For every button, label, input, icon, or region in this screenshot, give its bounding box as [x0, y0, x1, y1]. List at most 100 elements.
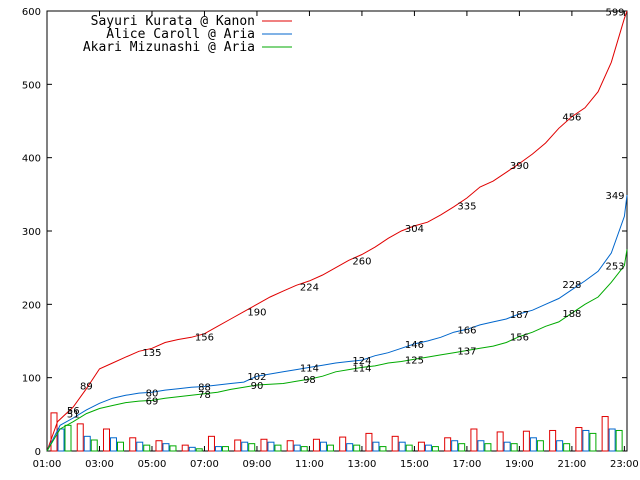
y-tick-label: 500 — [22, 80, 41, 91]
data-label: 89 — [80, 382, 93, 393]
x-tick-label: 15:00 — [400, 459, 429, 470]
hourly-bar — [470, 428, 478, 452]
hourly-bar — [510, 443, 518, 452]
hourly-bar — [286, 440, 294, 452]
hourly-bar — [143, 444, 151, 452]
hourly-bar — [477, 440, 485, 452]
series-line — [46, 10, 628, 452]
x-tick-label: 17:00 — [452, 459, 481, 470]
data-labels: 89 135 156 190 224 260 304 335 390 456 599 56 80 88 10… — [67, 8, 625, 421]
hourly-bar — [563, 443, 571, 452]
data-label: 80 — [146, 388, 159, 399]
series-line — [46, 195, 628, 452]
series-line — [46, 249, 628, 452]
data-label: 253 — [605, 261, 624, 272]
hourly-bar — [503, 441, 511, 452]
hourly-bar — [536, 440, 544, 452]
hourly-bar — [353, 444, 361, 452]
hourly-bar — [90, 439, 98, 452]
hourly-bar — [365, 432, 373, 452]
hourly-bar — [451, 440, 459, 452]
data-label: 56 — [67, 406, 80, 417]
x-tick-label: 05:00 — [138, 459, 167, 470]
hourly-bar — [496, 431, 504, 452]
data-label: 156 — [510, 333, 529, 344]
hourly-bar — [102, 428, 110, 452]
hourly-bar — [300, 446, 308, 452]
data-label: 224 — [300, 283, 319, 294]
hourly-bar — [169, 445, 177, 452]
hourly-bar — [162, 443, 170, 452]
legend-label: Sayuri Kurata @ Kanon — [91, 14, 255, 29]
data-label: 98 — [303, 375, 316, 386]
y-tick-label: 100 — [22, 374, 41, 385]
data-label: 125 — [405, 355, 424, 366]
hourly-bar — [372, 441, 380, 452]
hourly-bar — [136, 441, 144, 452]
hourly-bar — [431, 446, 439, 452]
data-label: 102 — [247, 372, 266, 383]
hourly-bar — [116, 441, 124, 452]
data-label: 166 — [457, 325, 476, 336]
data-label: 135 — [142, 348, 161, 359]
y-tick-label: 300 — [22, 227, 41, 238]
data-label: 304 — [405, 224, 424, 235]
hourly-bar — [109, 437, 117, 452]
data-label: 146 — [405, 340, 424, 351]
hourly-bar — [260, 438, 268, 452]
x-tick-label: 01:00 — [33, 459, 62, 470]
data-label: 260 — [352, 256, 371, 267]
hourly-bar — [405, 444, 413, 452]
hourly-bar — [391, 435, 399, 452]
hourly-bar — [608, 428, 616, 452]
hourly-bars — [50, 412, 623, 452]
y-tick-label: 0 — [35, 447, 41, 458]
x-tick-label: 11:00 — [295, 459, 324, 470]
data-label: 390 — [510, 161, 529, 172]
data-label: 188 — [562, 309, 581, 320]
hourly-bar — [214, 446, 222, 452]
hourly-bar — [248, 443, 256, 452]
data-label: 349 — [605, 191, 624, 202]
x-tick-label: 03:00 — [85, 459, 114, 470]
hourly-bar — [188, 446, 196, 452]
x-tick-label: 19:00 — [505, 459, 534, 470]
y-tick-label: 200 — [22, 300, 41, 311]
hourly-bar — [549, 429, 557, 452]
plot-frame — [46, 10, 628, 452]
y-tick-label: 600 — [22, 7, 41, 18]
x-tick-label: 21:00 — [557, 459, 586, 470]
data-label: 124 — [352, 356, 371, 367]
data-label: 335 — [457, 201, 476, 212]
data-label: 228 — [562, 280, 581, 291]
hourly-bar — [522, 430, 530, 452]
data-label: 137 — [457, 347, 476, 358]
hourly-bar — [293, 444, 301, 452]
hourly-bar — [195, 448, 203, 452]
hourly-bar — [181, 444, 189, 452]
hourly-bar — [556, 440, 564, 452]
hourly-bar — [221, 446, 229, 452]
hourly-bar — [312, 438, 320, 452]
x-tick-label: 13:00 — [348, 459, 377, 470]
hourly-bar — [155, 440, 163, 452]
hourly-bar — [615, 429, 623, 452]
data-label: 69 — [146, 396, 159, 407]
x-tick-label: 09:00 — [243, 459, 272, 470]
hourly-bar — [444, 437, 452, 452]
data-label: 114 — [300, 363, 319, 374]
hourly-bar — [582, 429, 590, 452]
hourly-bar — [339, 436, 347, 452]
hourly-bar — [267, 441, 275, 452]
data-label: 599 — [605, 8, 624, 19]
hourly-bar — [575, 427, 583, 452]
hourly-bar — [234, 439, 242, 452]
hourly-bar — [346, 443, 354, 452]
hourly-bar — [326, 444, 334, 452]
data-label: 187 — [510, 310, 529, 321]
hourly-bar — [398, 441, 406, 452]
hourly-bar — [424, 444, 432, 452]
hourly-bar — [274, 444, 282, 452]
data-label: 51 — [67, 410, 80, 421]
